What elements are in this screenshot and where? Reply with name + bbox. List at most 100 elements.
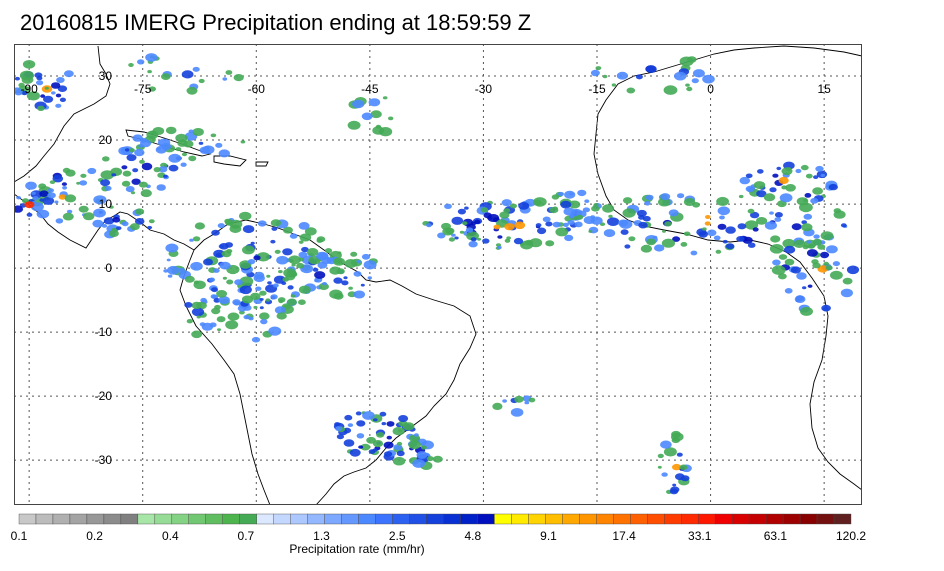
precip-cell — [360, 283, 365, 287]
precip-cell — [64, 70, 74, 78]
precip-cell — [241, 295, 254, 304]
precip-cell — [324, 248, 333, 254]
precip-cell — [225, 320, 239, 330]
precip-cell — [660, 440, 672, 449]
precip-cell — [287, 285, 294, 290]
precip-cell — [680, 475, 690, 482]
precip-cell — [577, 189, 587, 197]
precip-cell — [582, 207, 591, 213]
precip-cell — [347, 423, 354, 427]
precip-cell — [36, 80, 44, 86]
colorbar-swatch — [52, 513, 71, 525]
precip-cell — [719, 215, 725, 220]
precip-cell — [725, 226, 736, 234]
colorbar-tick-label: 0.1 — [11, 529, 28, 543]
precip-cell — [510, 203, 517, 209]
precip-cell — [19, 70, 34, 81]
precip-cell — [199, 322, 206, 327]
colorbar-swatch — [799, 513, 818, 525]
colorbar-swatch — [120, 513, 139, 525]
precip-cell — [49, 180, 56, 185]
precip-cell — [618, 219, 629, 227]
precip-cell — [291, 263, 296, 267]
colorbar-swatch — [511, 513, 529, 525]
precip-cell — [560, 200, 572, 209]
precip-cell — [200, 297, 207, 303]
precip-cell — [52, 175, 64, 183]
precip-cell — [381, 422, 387, 426]
lat-label: 0 — [105, 261, 112, 275]
precip-cell — [398, 415, 409, 422]
precip-cell — [158, 166, 168, 173]
lat-label: 30 — [99, 69, 113, 83]
precip-cell — [457, 208, 466, 215]
precip-cell — [806, 249, 818, 257]
colorbar-tick-label: 0.2 — [86, 529, 103, 543]
precip-cell — [396, 441, 403, 446]
precip-cell — [672, 236, 681, 242]
precip-cell — [268, 326, 282, 336]
precip-cell — [372, 126, 385, 135]
precip-cell — [304, 227, 317, 236]
precip-cell — [55, 93, 62, 98]
precip-cell — [817, 244, 826, 250]
precip-cell — [535, 223, 542, 228]
precip-cell — [707, 229, 717, 237]
precip-cell — [846, 265, 860, 275]
precip-cell — [44, 86, 49, 90]
precip-cell — [298, 285, 311, 294]
precip-cell — [259, 306, 264, 310]
precip-cell — [533, 197, 547, 207]
precip-cell — [224, 218, 232, 224]
precip-cell — [361, 112, 373, 121]
lon-label: -60 — [248, 82, 266, 96]
lon-label: -90 — [20, 82, 38, 96]
precip-cell — [54, 200, 59, 204]
precip-cell — [501, 199, 512, 207]
precip-cell — [569, 192, 574, 196]
precip-cell — [769, 211, 774, 215]
precip-cell — [191, 307, 205, 317]
precip-cell — [537, 227, 547, 235]
precip-cell — [290, 294, 296, 298]
precip-cell — [167, 265, 180, 275]
precip-cell — [253, 274, 265, 283]
colorbar-swatch — [69, 513, 88, 525]
precip-cell — [769, 187, 777, 193]
precip-cell — [842, 277, 853, 285]
precip-cell — [298, 251, 308, 259]
colorbar-tick-label: 17.4 — [612, 529, 636, 543]
precip-cell — [803, 213, 813, 220]
lat-label: 20 — [99, 133, 113, 147]
precip-cell — [225, 70, 233, 75]
colorbar-swatch — [307, 513, 325, 525]
precip-cell — [392, 456, 406, 466]
colorbar-swatch — [341, 513, 359, 525]
precip-cell — [168, 164, 179, 172]
precip-cell — [108, 230, 119, 237]
precip-cell — [251, 336, 261, 343]
colorbar-swatch — [647, 513, 665, 525]
precip-cell — [480, 207, 489, 213]
precip-cell — [687, 56, 697, 63]
colorbar-swatch — [392, 513, 410, 525]
precip-cell — [76, 181, 81, 185]
precip-cell — [299, 233, 312, 242]
precip-cell — [803, 198, 808, 202]
colorbar-swatch — [681, 513, 699, 525]
precip-cell — [218, 296, 230, 305]
precip-cell — [820, 231, 834, 241]
precip-cell — [660, 193, 671, 201]
precip-cell — [713, 235, 721, 241]
precip-cell — [413, 433, 419, 437]
precip-cell — [704, 221, 711, 226]
precip-cell — [102, 156, 110, 162]
precip-cell — [134, 218, 145, 225]
precip-cell — [101, 224, 108, 228]
precip-cell — [265, 298, 271, 302]
precip-cell — [336, 268, 345, 275]
precip-cell — [78, 205, 89, 213]
precip-cell — [276, 312, 287, 320]
precip-cell — [514, 395, 524, 403]
precip-cell — [393, 444, 403, 451]
